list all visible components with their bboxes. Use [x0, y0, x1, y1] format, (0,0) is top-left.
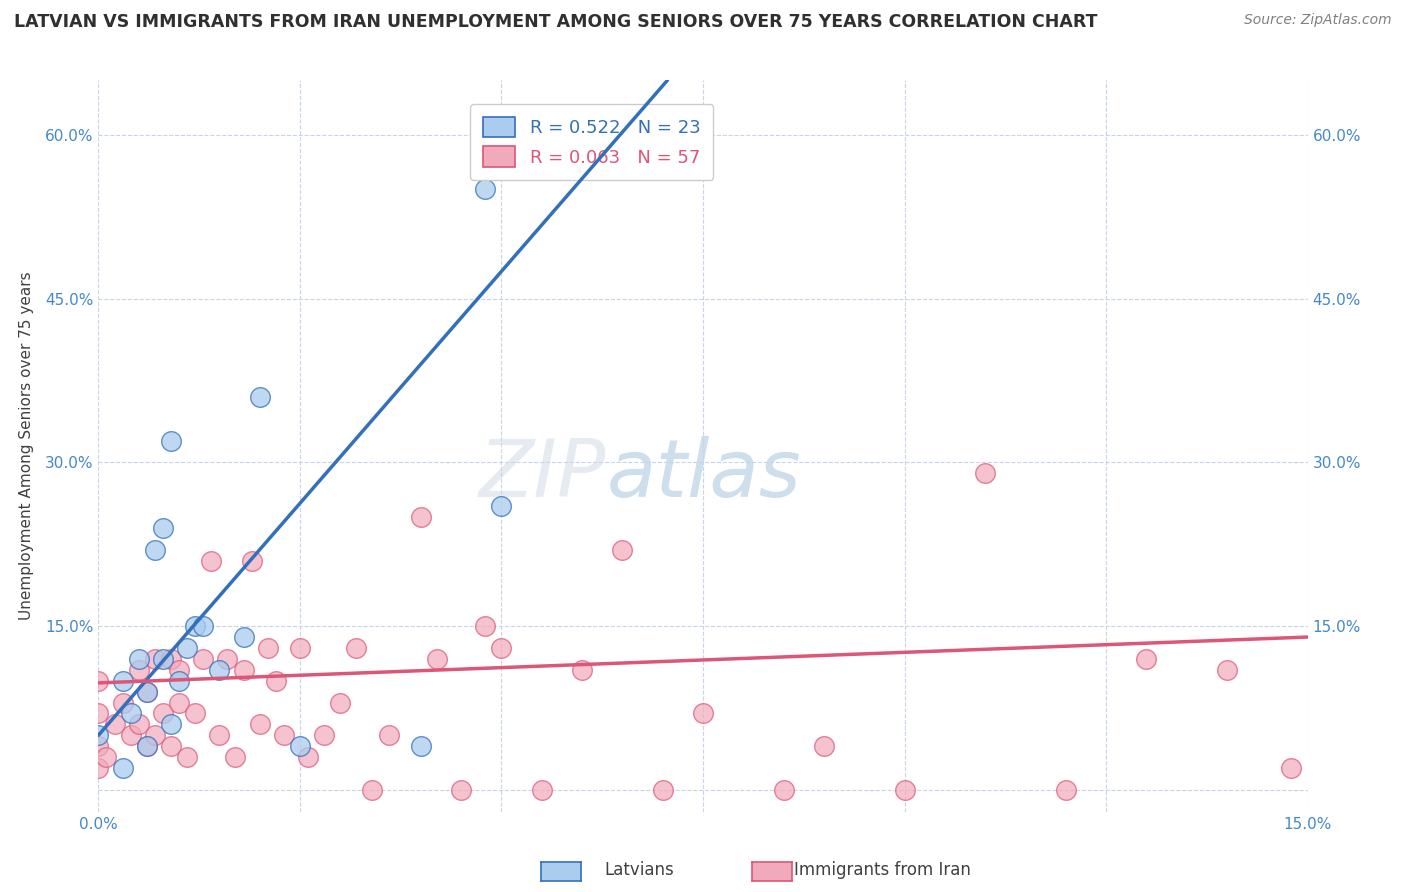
- Point: [474, 619, 496, 633]
- Point: [314, 728, 336, 742]
- Point: [87, 706, 110, 721]
- Point: [87, 761, 110, 775]
- Point: [135, 739, 157, 754]
- Point: [426, 652, 449, 666]
- Point: [256, 640, 278, 655]
- Point: [143, 542, 166, 557]
- Point: [813, 739, 835, 754]
- Text: atlas: atlas: [606, 436, 801, 515]
- Point: [193, 652, 215, 666]
- Point: [167, 696, 190, 710]
- Y-axis label: Unemployment Among Seniors over 75 years: Unemployment Among Seniors over 75 years: [18, 272, 34, 620]
- Point: [160, 652, 183, 666]
- Point: [160, 434, 183, 448]
- Point: [361, 783, 384, 797]
- Point: [120, 728, 142, 742]
- Point: [224, 750, 246, 764]
- Point: [135, 739, 157, 754]
- Point: [232, 630, 254, 644]
- Point: [1054, 783, 1077, 797]
- Point: [160, 717, 183, 731]
- Text: ZIP: ZIP: [479, 436, 606, 515]
- Text: Latvians: Latvians: [605, 861, 675, 879]
- Point: [208, 663, 231, 677]
- Point: [128, 663, 150, 677]
- Point: [329, 696, 352, 710]
- Point: [273, 728, 295, 742]
- Legend: R = 0.522   N = 23, R = 0.063   N = 57: R = 0.522 N = 23, R = 0.063 N = 57: [470, 104, 713, 180]
- Point: [893, 783, 915, 797]
- Point: [200, 554, 222, 568]
- Point: [974, 467, 997, 481]
- Point: [491, 499, 513, 513]
- Point: [111, 673, 134, 688]
- Point: [152, 706, 174, 721]
- Point: [176, 750, 198, 764]
- Point: [297, 750, 319, 764]
- Point: [491, 640, 513, 655]
- Point: [87, 739, 110, 754]
- Text: Immigrants from Iran: Immigrants from Iran: [794, 861, 972, 879]
- Point: [96, 750, 118, 764]
- Point: [111, 761, 134, 775]
- Point: [612, 542, 634, 557]
- Point: [111, 696, 134, 710]
- Point: [409, 510, 432, 524]
- Point: [450, 783, 472, 797]
- Point: [344, 640, 367, 655]
- Point: [184, 706, 207, 721]
- Point: [264, 673, 287, 688]
- Point: [288, 640, 311, 655]
- Point: [692, 706, 714, 721]
- Text: Source: ZipAtlas.com: Source: ZipAtlas.com: [1244, 13, 1392, 28]
- Point: [193, 619, 215, 633]
- Point: [135, 684, 157, 698]
- Point: [152, 521, 174, 535]
- Point: [571, 663, 593, 677]
- Point: [167, 663, 190, 677]
- Point: [240, 554, 263, 568]
- Point: [103, 717, 125, 731]
- Point: [135, 684, 157, 698]
- Text: LATVIAN VS IMMIGRANTS FROM IRAN UNEMPLOYMENT AMONG SENIORS OVER 75 YEARS CORRELA: LATVIAN VS IMMIGRANTS FROM IRAN UNEMPLOY…: [14, 13, 1098, 31]
- Point: [160, 739, 183, 754]
- Point: [1281, 761, 1303, 775]
- Point: [1135, 652, 1157, 666]
- Point: [87, 728, 110, 742]
- Point: [167, 673, 190, 688]
- Point: [152, 652, 174, 666]
- Point: [409, 739, 432, 754]
- Point: [288, 739, 311, 754]
- Point: [249, 390, 271, 404]
- Point: [143, 728, 166, 742]
- Point: [128, 717, 150, 731]
- Point: [1216, 663, 1239, 677]
- Point: [377, 728, 399, 742]
- Point: [208, 728, 231, 742]
- Point: [530, 783, 553, 797]
- Point: [217, 652, 239, 666]
- Point: [176, 640, 198, 655]
- Point: [87, 673, 110, 688]
- Point: [474, 182, 496, 196]
- Point: [651, 783, 673, 797]
- Point: [143, 652, 166, 666]
- Point: [128, 652, 150, 666]
- Point: [249, 717, 271, 731]
- Point: [184, 619, 207, 633]
- Point: [772, 783, 794, 797]
- Point: [120, 706, 142, 721]
- Point: [232, 663, 254, 677]
